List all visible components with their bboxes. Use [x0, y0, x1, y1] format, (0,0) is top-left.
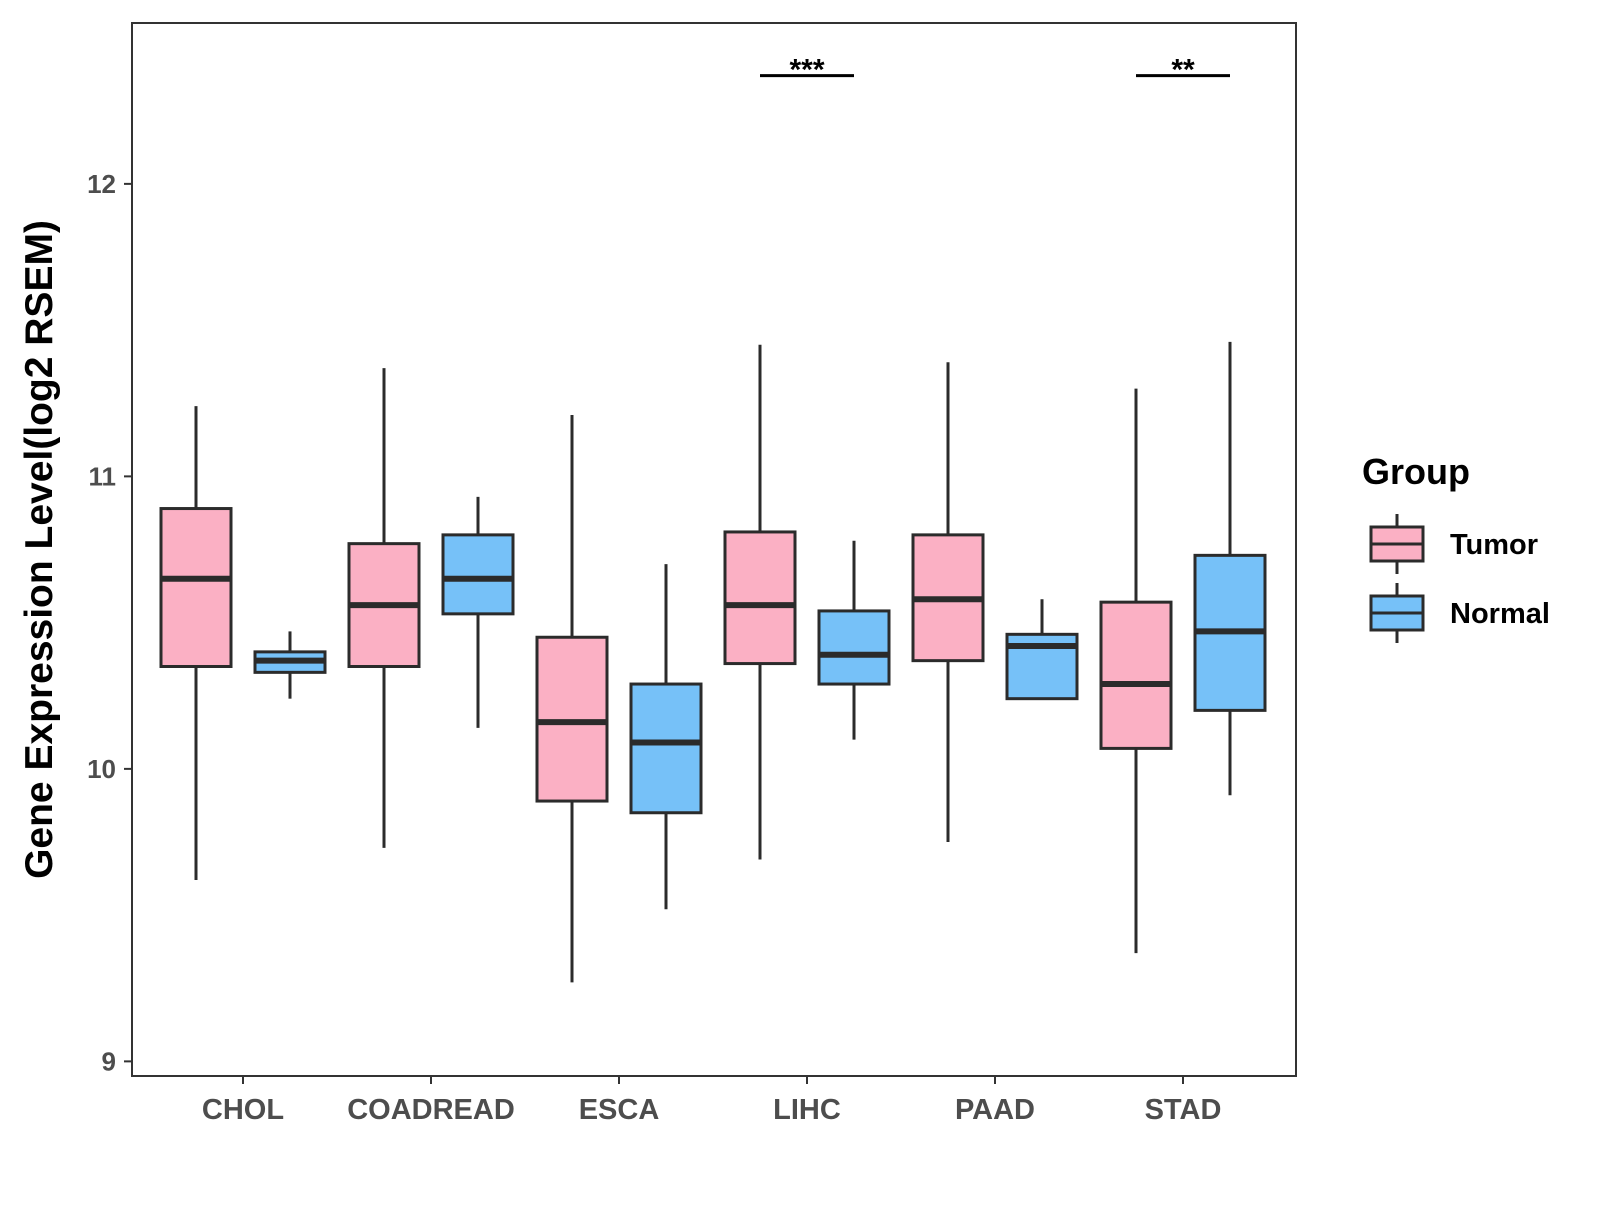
plot-panel-border: [131, 22, 1297, 1077]
plot-frame-layer: [131, 22, 1297, 1077]
y-tick-label-12: 12: [87, 169, 116, 199]
significance-label: **: [1171, 54, 1195, 87]
box-tumor-lihc: [723, 344, 797, 860]
significance-lihc: ***: [760, 54, 854, 87]
box-tumor-esca: [535, 414, 609, 983]
box-iqr: [159, 507, 233, 668]
x-tick-label-coadread: COADREAD: [347, 1094, 515, 1126]
x-tick-label-esca: ESCA: [579, 1094, 660, 1126]
y-tick-label-11: 11: [89, 461, 117, 491]
axes-layer: 9 10 11 12 CHOL COADREAD ESCA LIHC PAAD STAD Gene …: [18, 169, 1221, 1126]
annotations-layer: *** **: [760, 54, 1230, 87]
box-normal-stad: [1193, 341, 1267, 796]
boxes-layer: [159, 341, 1267, 983]
box-normal-coadread: [441, 496, 515, 728]
y-tick-label-10: 10: [87, 754, 116, 784]
box-iqr: [441, 533, 515, 616]
x-tick-label-paad: PAAD: [955, 1094, 1035, 1126]
x-tick-label-stad: STAD: [1145, 1094, 1222, 1126]
y-axis-title: Gene Expression Level(log2 RSEM): [18, 220, 61, 879]
box-iqr: [629, 682, 703, 815]
box-normal-paad: [1005, 599, 1079, 701]
legend-label-tumor: Tumor: [1450, 529, 1538, 561]
x-tick-label-chol: CHOL: [202, 1094, 284, 1126]
legend: Group Tumor Normal: [1362, 451, 1550, 643]
box-iqr: [723, 530, 797, 666]
box-tumor-paad: [911, 362, 985, 842]
box-normal-lihc: [817, 540, 891, 740]
legend-item-tumor: Tumor: [1369, 514, 1538, 574]
box-iqr: [1099, 600, 1173, 750]
box-tumor-chol: [159, 406, 233, 881]
box-tumor-coadread: [347, 368, 421, 848]
box-tumor-stad: [1099, 388, 1173, 954]
significance-stad: **: [1136, 54, 1230, 87]
legend-label-normal: Normal: [1450, 598, 1550, 630]
x-tick-label-lihc: LIHC: [773, 1094, 841, 1126]
y-tick-label-9: 9: [102, 1046, 116, 1076]
box-normal-esca: [629, 564, 703, 910]
legend-item-normal: Normal: [1369, 583, 1550, 643]
box-iqr: [817, 609, 891, 686]
legend-title: Group: [1362, 451, 1470, 492]
box-normal-chol: [253, 631, 327, 699]
significance-label: ***: [789, 54, 824, 87]
